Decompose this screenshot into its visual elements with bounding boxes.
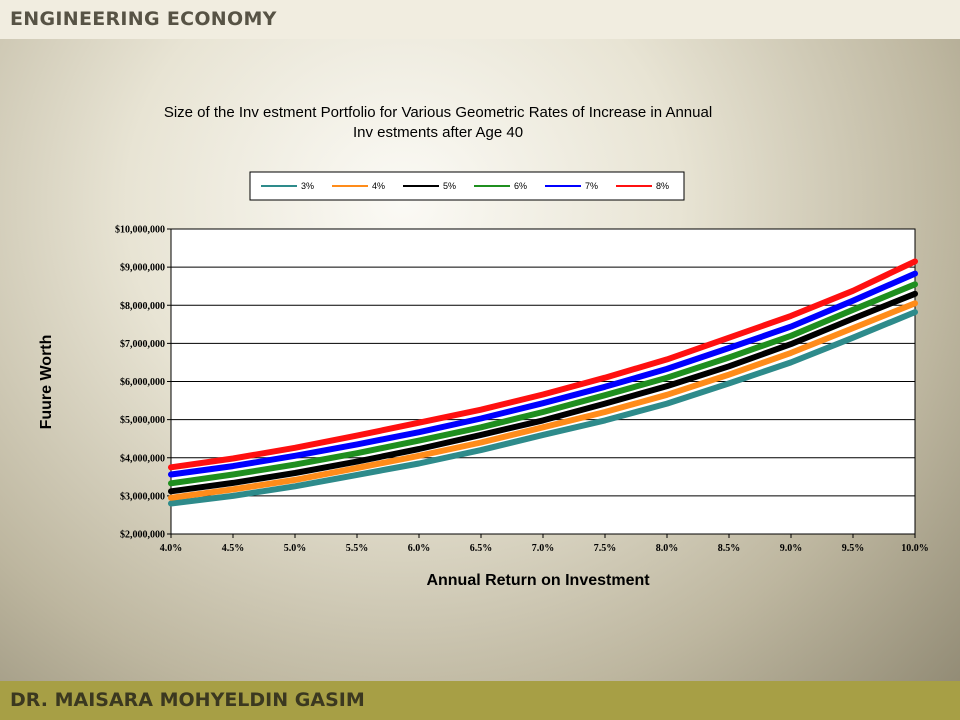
x-tick-label: 8.5% bbox=[718, 543, 741, 554]
x-tick-label: 10.0% bbox=[901, 543, 929, 554]
x-tick-label: 6.0% bbox=[408, 543, 431, 554]
series-line-6 bbox=[168, 258, 918, 471]
x-tick-label: 7.5% bbox=[594, 543, 617, 554]
y-tick-label: $3,000,000 bbox=[120, 491, 165, 502]
chart: Size of the Inv estment Portfolio for Va… bbox=[38, 104, 929, 589]
y-axis-label: Fuure Worth bbox=[38, 335, 55, 430]
series-line-3 bbox=[168, 290, 918, 495]
x-tick-label: 5.5% bbox=[346, 543, 369, 554]
x-tick-label: 4.0% bbox=[160, 543, 183, 554]
x-axis-label: Annual Return on Investment bbox=[426, 572, 650, 589]
x-tick-label: 9.5% bbox=[842, 543, 865, 554]
y-tick-label: $9,000,000 bbox=[120, 263, 165, 274]
x-tick-label: 9.0% bbox=[780, 543, 803, 554]
legend-box bbox=[249, 171, 685, 201]
chart-title-line-1: Size of the Inv estment Portfolio for Va… bbox=[164, 104, 712, 121]
x-tick-label: 6.5% bbox=[470, 543, 493, 554]
x-tick-label: 4.5% bbox=[222, 543, 245, 554]
y-axis-ticks: $2,000,000 $3,000,000 $4,000,000 $5,000,000… bbox=[115, 225, 171, 541]
series-line-4 bbox=[168, 281, 918, 487]
x-tick-label: 7.0% bbox=[532, 543, 555, 554]
chart-title-line-2: Inv estments after Age 40 bbox=[353, 124, 523, 141]
legend-label: 3% bbox=[301, 181, 314, 191]
y-tick-label: $10,000,000 bbox=[115, 225, 165, 236]
legend-label: 8% bbox=[656, 181, 669, 191]
series-line-5 bbox=[168, 270, 918, 478]
y-tick-label: $5,000,000 bbox=[120, 415, 165, 426]
y-tick-label: $8,000,000 bbox=[120, 301, 165, 312]
legend-label: 6% bbox=[514, 181, 527, 191]
x-tick-label: 8.0% bbox=[656, 543, 679, 554]
y-tick-label: $6,000,000 bbox=[120, 377, 165, 388]
header-bar: ENGINEERING ECONOMY bbox=[0, 0, 960, 39]
series-line-2 bbox=[168, 300, 918, 501]
footer-bar: DR. MAISARA MOHYELDIN GASIM bbox=[0, 681, 960, 720]
legend-label: 5% bbox=[443, 181, 456, 191]
series-line-1 bbox=[168, 309, 918, 507]
series-lines bbox=[168, 258, 918, 507]
x-tick-label: 5.0% bbox=[284, 543, 307, 554]
header-title: ENGINEERING ECONOMY bbox=[10, 8, 277, 30]
footer-author: DR. MAISARA MOHYELDIN GASIM bbox=[10, 689, 365, 711]
legend: 3% 4% 5% 6% 7% 8% bbox=[249, 171, 685, 201]
legend-label: 7% bbox=[585, 181, 598, 191]
legend-label: 4% bbox=[372, 181, 385, 191]
x-axis-ticks: 4.0% 4.5% 5.0% 5.5% 6.0% 6.5% 7.0% 7.5% 8.0% 8.5%… bbox=[160, 534, 929, 554]
y-tick-label: $4,000,000 bbox=[120, 453, 165, 464]
y-tick-label: $7,000,000 bbox=[120, 339, 165, 350]
y-tick-label: $2,000,000 bbox=[120, 530, 165, 541]
